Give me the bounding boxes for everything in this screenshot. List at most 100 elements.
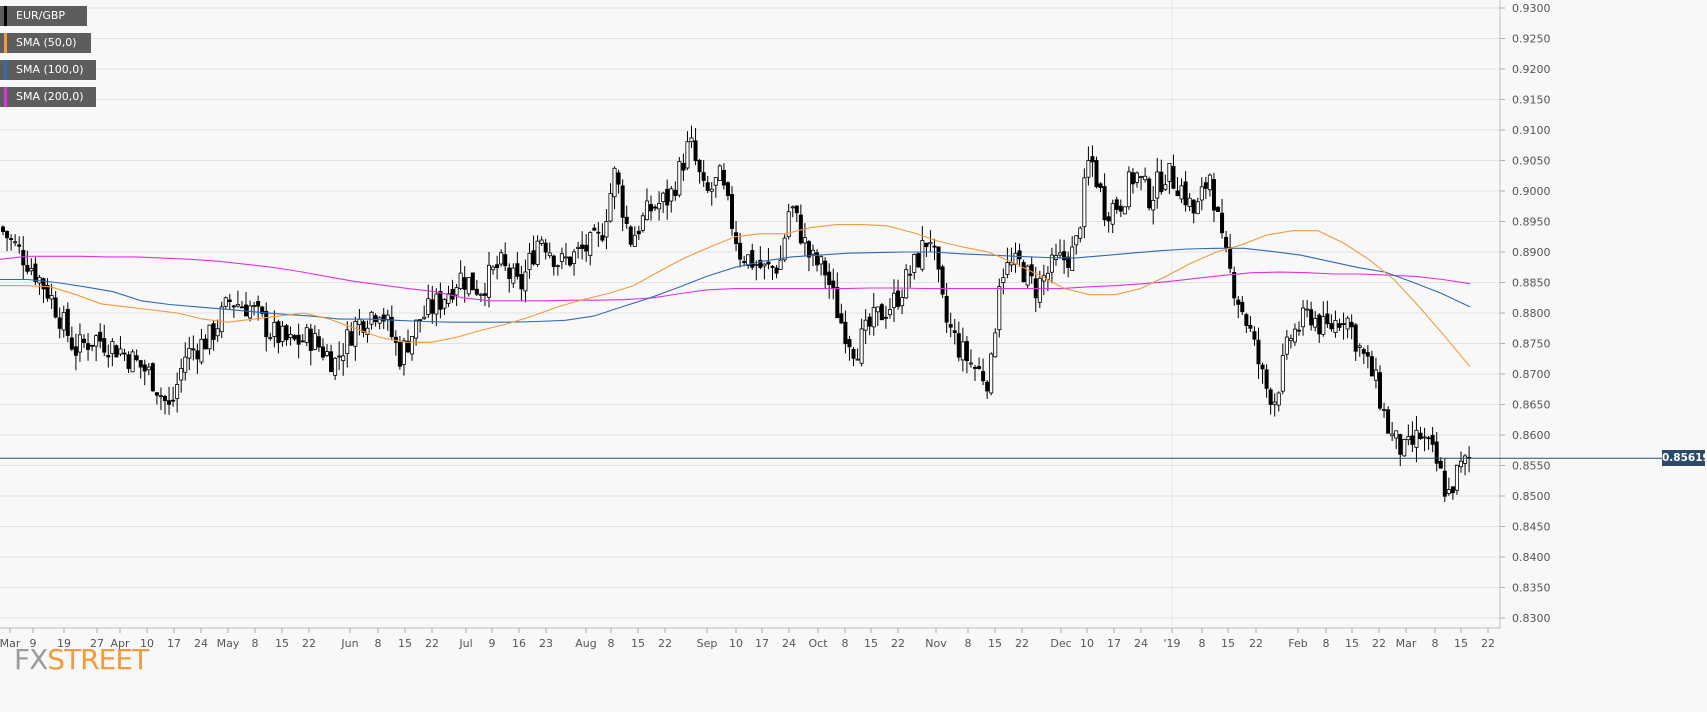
candle-body — [1288, 338, 1293, 341]
candle — [904, 264, 909, 300]
candle — [450, 279, 455, 303]
candle-body — [171, 399, 176, 402]
candle-body — [324, 351, 329, 357]
candle-body — [94, 335, 99, 347]
candle-body — [1272, 401, 1277, 405]
candle — [632, 226, 637, 247]
candle — [126, 351, 131, 374]
candle-body — [1021, 262, 1026, 283]
candle — [515, 252, 520, 280]
candle — [717, 164, 722, 181]
candle — [191, 335, 196, 361]
x-tick-label: 15 — [988, 637, 1002, 650]
candle — [1280, 343, 1285, 395]
candle — [875, 306, 880, 327]
candle-body — [256, 301, 261, 307]
y-tick-label: 0.9200 — [1512, 63, 1551, 76]
candle-body — [523, 271, 528, 292]
candle-body — [142, 364, 147, 372]
candle-body — [61, 312, 66, 331]
candle-body — [1252, 331, 1257, 340]
candle — [608, 183, 613, 223]
candle-body — [973, 367, 978, 369]
candle-body — [118, 348, 123, 355]
candle-body — [167, 400, 172, 405]
candle — [843, 310, 848, 354]
legend-item-sma-100[interactable]: SMA (100,0) — [0, 60, 96, 80]
legend-item-eurgbp[interactable]: EUR/GBP — [0, 6, 87, 26]
candle — [547, 242, 552, 259]
candle-body — [1228, 246, 1233, 269]
candle — [1292, 323, 1297, 346]
candle-body — [9, 238, 14, 240]
candle — [620, 179, 625, 232]
candle-body — [717, 165, 722, 181]
legend-label: EUR/GBP — [16, 9, 66, 22]
candle — [576, 241, 581, 259]
candle-body — [462, 277, 467, 290]
candle — [361, 319, 366, 338]
candle-body — [985, 381, 990, 392]
candle — [900, 289, 905, 315]
candle-body — [940, 266, 945, 295]
candle-body — [543, 242, 548, 253]
candle-body — [964, 341, 969, 362]
candle — [280, 321, 285, 347]
candle — [1082, 168, 1087, 239]
candle — [454, 284, 459, 307]
candle-body — [823, 260, 828, 276]
candle-body — [811, 249, 816, 255]
candle — [1195, 197, 1200, 215]
candle-body — [879, 304, 884, 321]
candle — [142, 359, 147, 386]
candle — [308, 323, 313, 366]
candle-body — [782, 237, 787, 261]
candle-body — [673, 189, 678, 196]
candle-body — [1220, 212, 1225, 234]
candle — [474, 279, 479, 296]
candle — [1410, 421, 1415, 453]
sma-200-line — [0, 255, 1471, 302]
candle-body — [952, 330, 957, 333]
x-tick-label: 15 — [1221, 637, 1235, 650]
candle-body — [1082, 177, 1087, 228]
candle-body — [1321, 316, 1326, 335]
candle — [1171, 154, 1176, 190]
grid — [0, 7, 1500, 619]
candle-body — [491, 266, 496, 271]
candle-body — [154, 392, 159, 396]
candle — [948, 312, 953, 338]
candle — [1232, 266, 1237, 306]
candle — [985, 379, 990, 399]
candle-body — [774, 267, 779, 274]
candle-body — [1365, 352, 1370, 357]
candle-body — [827, 271, 832, 285]
candle — [9, 234, 14, 251]
candle — [669, 185, 674, 213]
candle — [1321, 301, 1326, 337]
candle-body — [1301, 307, 1306, 328]
candle — [341, 343, 346, 376]
candle-body — [1309, 309, 1314, 326]
candle — [1155, 157, 1160, 209]
candle — [572, 248, 577, 276]
candle — [1021, 259, 1026, 283]
candle — [316, 329, 321, 352]
candle — [1135, 171, 1140, 188]
legend-item-sma-200[interactable]: SMA (200,0) — [0, 87, 96, 107]
candle-body — [1005, 262, 1010, 275]
candle-body — [260, 306, 265, 314]
candle-body — [57, 317, 62, 329]
candle-body — [968, 362, 973, 365]
x-tick-label: 24 — [194, 637, 208, 650]
candle — [422, 305, 427, 320]
candle-body — [1122, 206, 1127, 215]
candle — [401, 337, 406, 376]
candle — [199, 328, 204, 365]
candle-body — [920, 240, 925, 270]
x-tick-label: 8 — [375, 637, 382, 650]
candle-body — [389, 316, 394, 338]
candle — [495, 255, 500, 280]
legend-item-sma-50[interactable]: SMA (50,0) — [0, 33, 91, 53]
x-tick-label: 22 — [425, 637, 439, 650]
